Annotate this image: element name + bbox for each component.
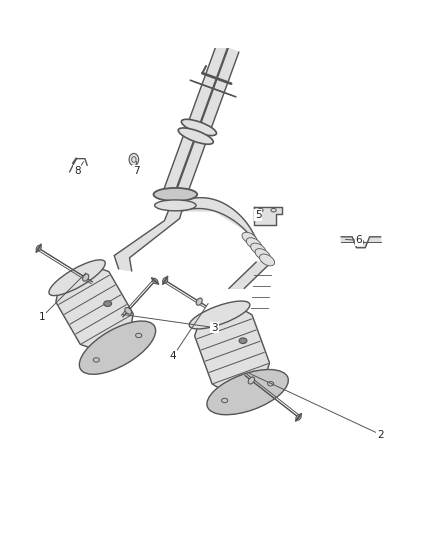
- Ellipse shape: [153, 188, 197, 201]
- Ellipse shape: [207, 369, 288, 415]
- Ellipse shape: [83, 274, 89, 281]
- Polygon shape: [341, 237, 381, 248]
- Ellipse shape: [162, 277, 168, 284]
- Ellipse shape: [181, 119, 216, 135]
- Ellipse shape: [196, 298, 202, 305]
- Polygon shape: [229, 262, 272, 288]
- Polygon shape: [182, 198, 263, 262]
- Polygon shape: [164, 44, 227, 192]
- Polygon shape: [254, 207, 283, 224]
- Text: 3: 3: [211, 322, 218, 333]
- Ellipse shape: [296, 415, 301, 420]
- Ellipse shape: [129, 154, 139, 166]
- Ellipse shape: [246, 238, 261, 249]
- Polygon shape: [56, 267, 133, 349]
- Text: 1: 1: [39, 312, 46, 322]
- Ellipse shape: [178, 128, 213, 144]
- Ellipse shape: [242, 232, 257, 244]
- Ellipse shape: [255, 248, 270, 260]
- Ellipse shape: [104, 301, 112, 306]
- Text: 5: 5: [255, 210, 261, 220]
- Polygon shape: [182, 200, 263, 262]
- Polygon shape: [176, 49, 239, 196]
- Ellipse shape: [155, 200, 196, 211]
- Ellipse shape: [36, 245, 41, 251]
- Text: 2: 2: [377, 430, 384, 440]
- Ellipse shape: [248, 377, 254, 384]
- Polygon shape: [194, 308, 269, 391]
- Ellipse shape: [268, 382, 274, 386]
- Ellipse shape: [136, 333, 142, 337]
- Ellipse shape: [79, 321, 155, 374]
- Ellipse shape: [152, 278, 158, 284]
- Text: 7: 7: [133, 166, 139, 176]
- Text: 6: 6: [355, 235, 362, 245]
- Ellipse shape: [125, 308, 131, 314]
- Polygon shape: [85, 323, 138, 360]
- Ellipse shape: [239, 338, 247, 344]
- Text: 4: 4: [170, 351, 177, 361]
- Polygon shape: [114, 203, 184, 271]
- Text: 8: 8: [74, 166, 81, 176]
- Ellipse shape: [259, 254, 275, 266]
- Ellipse shape: [251, 243, 266, 255]
- Ellipse shape: [189, 301, 250, 329]
- Ellipse shape: [49, 260, 105, 296]
- Ellipse shape: [93, 358, 99, 362]
- Polygon shape: [216, 374, 273, 405]
- Ellipse shape: [222, 398, 228, 402]
